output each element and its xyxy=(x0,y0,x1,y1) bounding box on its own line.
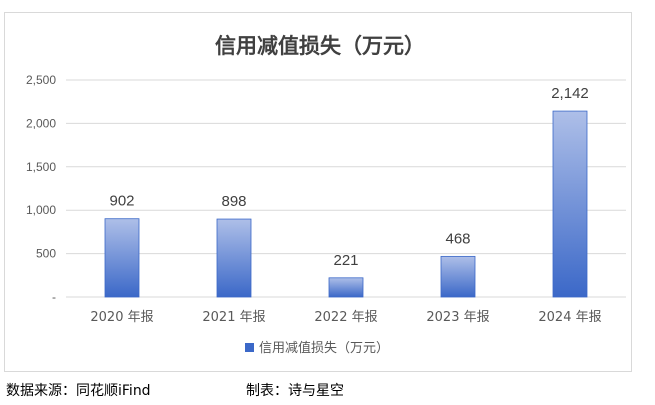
bar xyxy=(216,218,252,298)
bar xyxy=(328,277,364,298)
x-tick-label: 2024 年报 xyxy=(538,310,601,325)
legend-swatch xyxy=(245,343,254,352)
bar xyxy=(104,218,140,298)
x-tick-label: 2021 年报 xyxy=(202,310,265,325)
y-tick-label: 1,500 xyxy=(26,160,56,174)
data-label: 468 xyxy=(445,230,470,247)
y-tick-label: - xyxy=(52,290,56,304)
x-tick-label: 2023 年报 xyxy=(426,310,489,325)
data-label: 902 xyxy=(109,193,134,210)
data-label: 898 xyxy=(221,193,246,210)
y-tick-label: 1,000 xyxy=(26,203,56,217)
footer-line: 数据来源：同花顺iFind 制表：诗与星空 xyxy=(6,380,344,400)
source-text: 数据来源：同花顺iFind xyxy=(6,383,151,399)
bar xyxy=(552,110,588,298)
bar xyxy=(440,255,476,298)
x-tick-label: 2020 年报 xyxy=(90,310,153,325)
author-text: 制表：诗与星空 xyxy=(246,383,344,399)
data-label: 2,142 xyxy=(551,85,589,102)
x-tick-label: 2022 年报 xyxy=(314,310,377,325)
legend-label: 信用减值损失（万元） xyxy=(259,340,389,356)
chart-title: 信用减值损失（万元） xyxy=(215,34,425,58)
data-label: 221 xyxy=(333,252,358,269)
y-tick-label: 2,500 xyxy=(26,73,56,87)
chart-frame xyxy=(4,12,632,372)
y-tick-label: 500 xyxy=(36,247,56,261)
y-tick-label: 2,000 xyxy=(26,116,56,130)
